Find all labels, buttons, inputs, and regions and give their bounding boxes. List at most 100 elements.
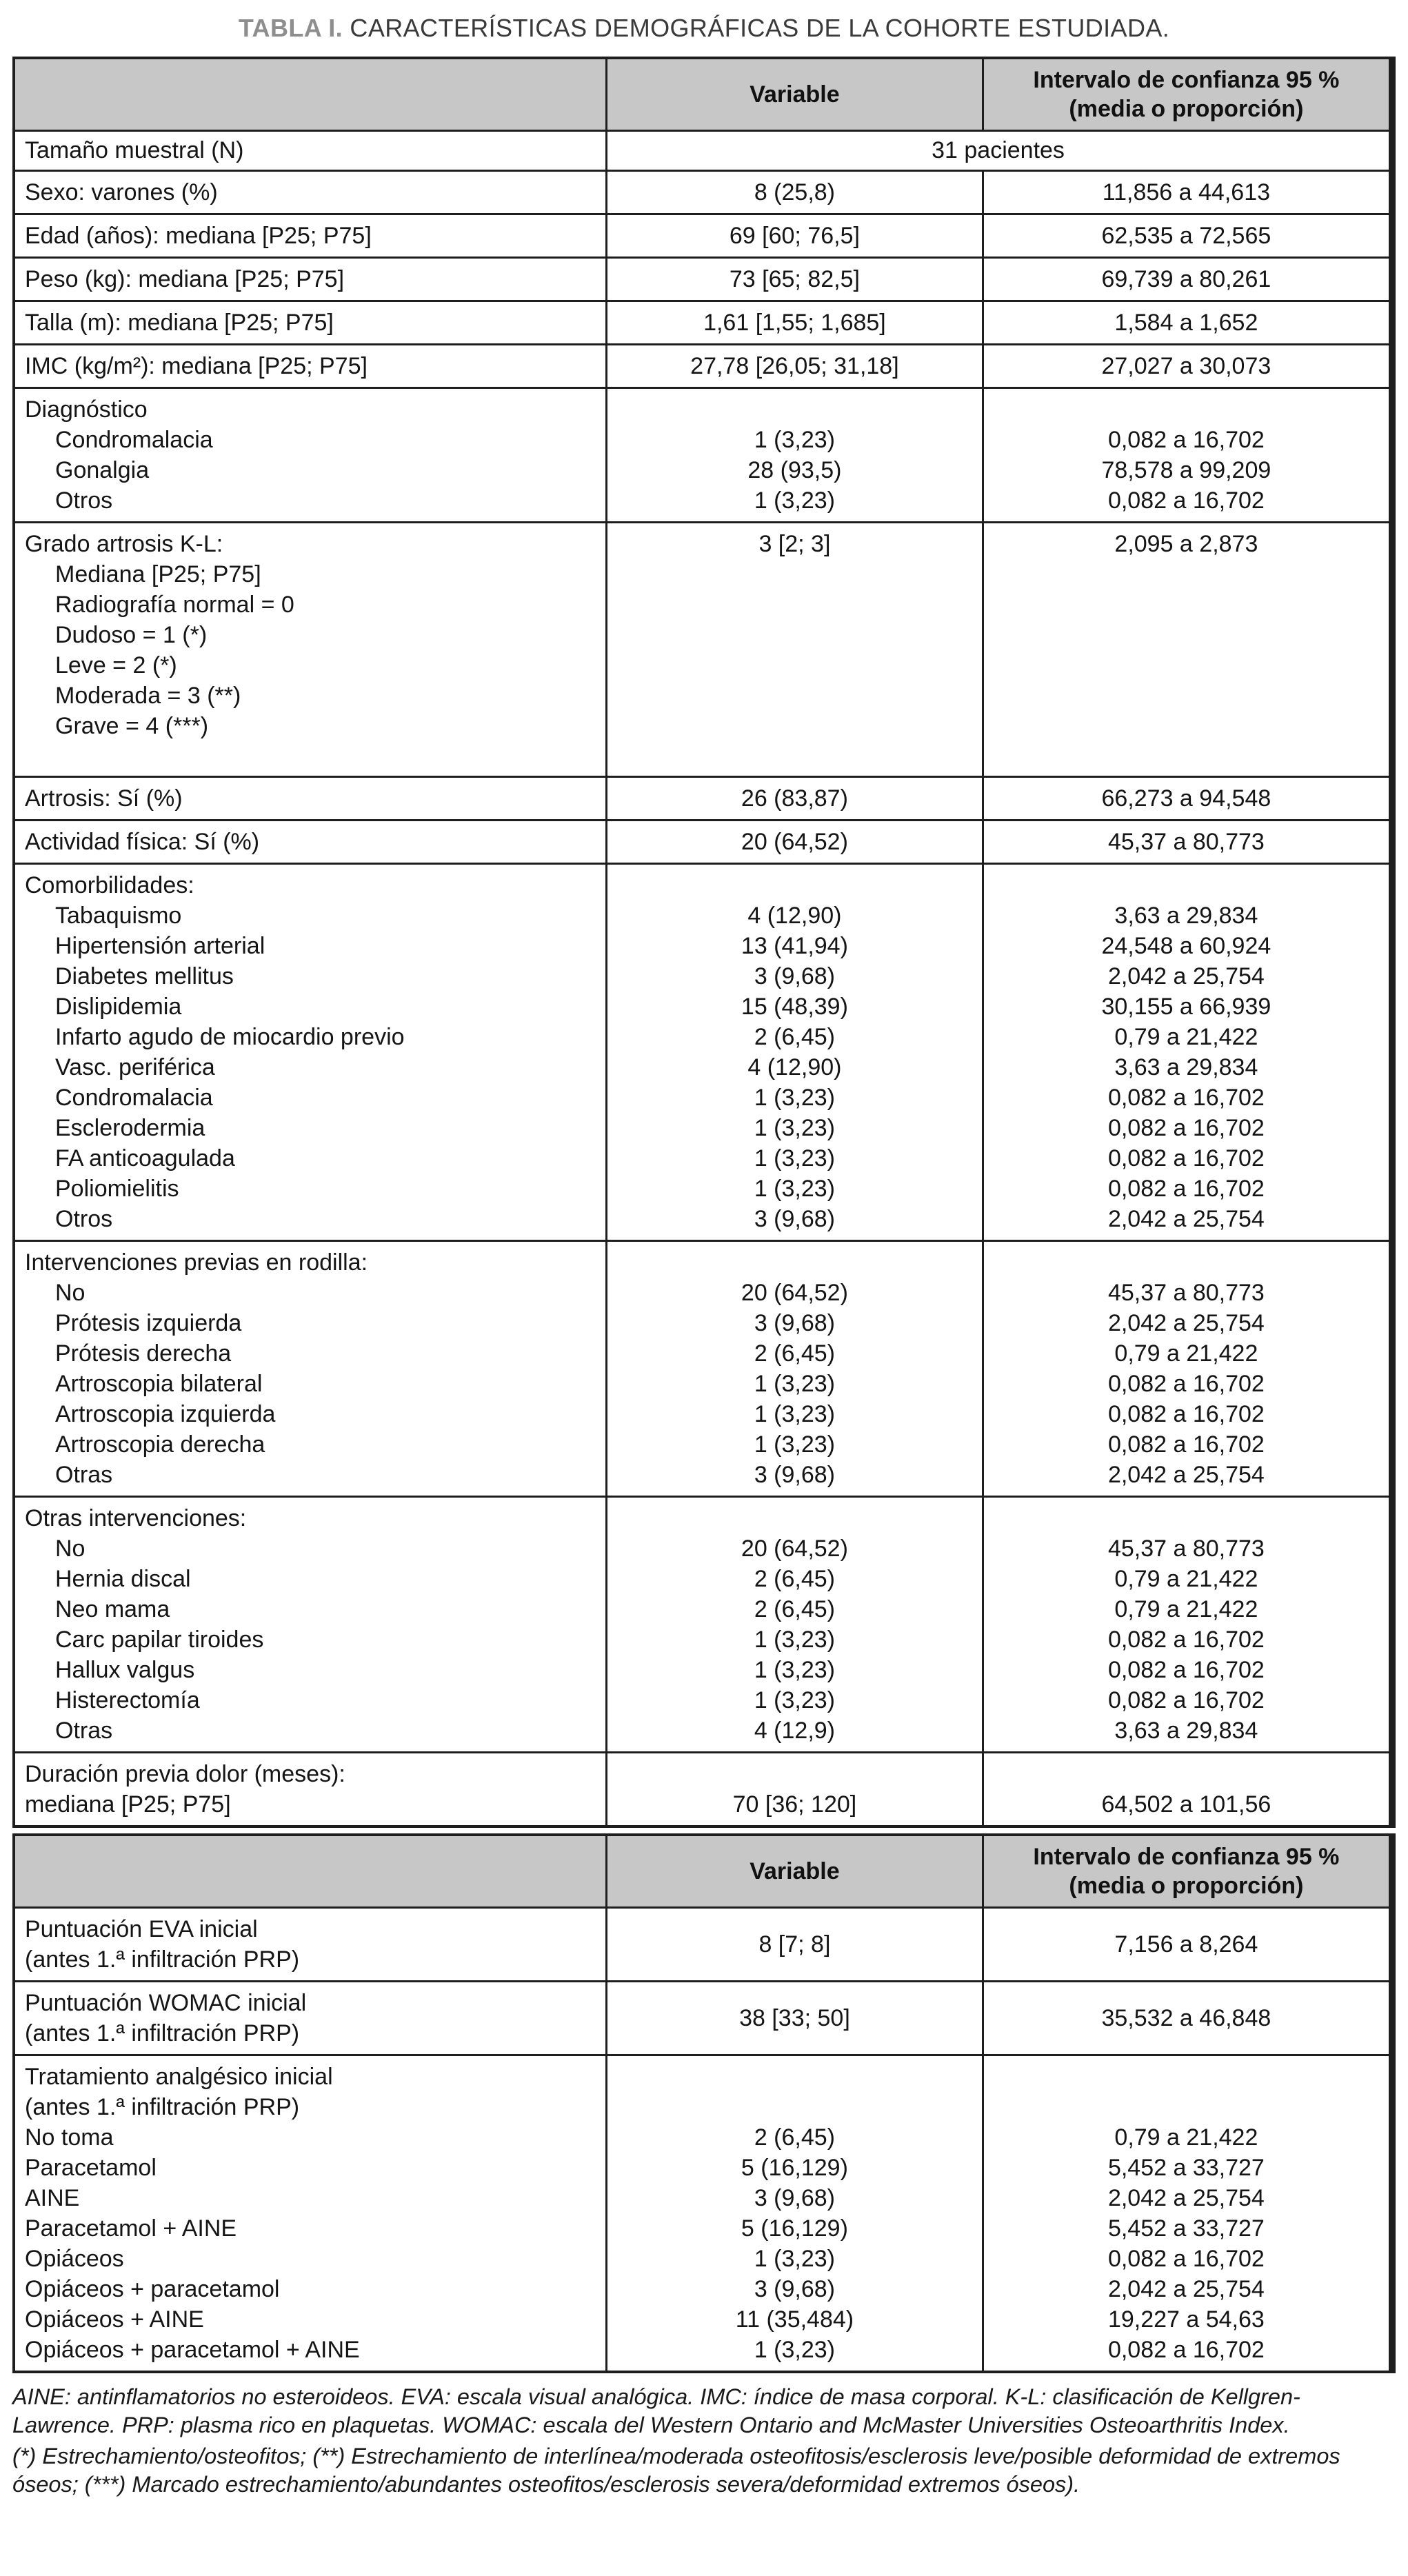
row-ci: 69,739 a 80,261 (981, 256, 1394, 302)
demographics-table-part-2: Variable Intervalo de confianza 95 % (me… (12, 1833, 1396, 2373)
row-value: 27,78 [26,05; 31,18] (605, 343, 984, 389)
table-row: Puntuación EVA inicial (antes 1.ª infiltr… (12, 1906, 1394, 1982)
cell-line: Puntuación EVA inicial (25, 1916, 258, 1942)
cell-line: Tabaquismo (55, 903, 182, 929)
cell-line: Otras (55, 1718, 113, 1744)
cell-line: Poliomielitis (55, 1176, 179, 1202)
cell-line: 5 (16,129) (741, 2215, 848, 2242)
cell-line (991, 1503, 1382, 1533)
row-value: 20 (64,52) (605, 819, 984, 865)
cell-line (614, 1503, 975, 1533)
cell-line: Esclerodermia (55, 1115, 205, 1141)
cell-line: Hipertensión arterial (55, 933, 265, 959)
cell-line: Artroscopia izquierda (55, 1401, 276, 1427)
cell-line: 1 (3,23) (754, 487, 836, 514)
cell-line: IMC (kg/m²): mediana [P25; P75] (25, 353, 368, 379)
header-ci-line2: (media o proporción) (1069, 1873, 1304, 1899)
cell-line: 15 (48,39) (741, 994, 848, 1020)
header-empty-cell (12, 1833, 608, 1909)
cell-line: 2 (6,45) (754, 1024, 836, 1050)
cell-line: Paracetamol (25, 2155, 157, 2181)
row-label: Puntuación EVA inicial (antes 1.ª infiltr… (12, 1906, 608, 1982)
demographics-table-part-1: Variable Intervalo de confianza 95 % (me… (12, 57, 1396, 1828)
cell-line: 3 (9,68) (754, 2276, 836, 2302)
cell-line: 2 (6,45) (754, 1596, 836, 1622)
table-body-1: Tamaño muestral (N) 31 pacientes Sexo: var… (12, 130, 1394, 1828)
row-value: 1,61 [1,55; 1,685] (605, 300, 984, 345)
table-row: Puntuación WOMAC inicial (antes 1.ª infil… (12, 1980, 1394, 2056)
cell-line: 0,082 a 16,702 (1107, 487, 1265, 514)
cell-line: 0,082 a 16,702 (1107, 1401, 1265, 1427)
table-row: Diagnóstico Condromalacia Gonalgia Otros 1 … (12, 387, 1394, 523)
cell-line: Moderada = 3 (**) (55, 683, 241, 709)
row-label: Intervenciones previas en rodilla: No Prót… (12, 1240, 608, 1498)
cell-line: 5 (16,129) (741, 2155, 848, 2181)
cell-line: (antes 1.ª infiltración PRP) (25, 1946, 300, 1973)
table-row: Talla (m): mediana [P25; P75] 1,61 [1,55;… (12, 300, 1394, 345)
table-header-2: Variable Intervalo de confianza 95 % (me… (12, 1833, 1394, 1909)
cell-line: 1 (3,23) (754, 1687, 836, 1713)
cell-line: 0,082 a 16,702 (1107, 427, 1265, 453)
cell-line: 0,082 a 16,702 (1107, 1371, 1265, 1397)
cell-line: Diagnóstico (25, 396, 148, 423)
header-variable-cell: Variable (605, 1833, 984, 1909)
cell-line: Artrosis: Sí (%) (25, 785, 183, 812)
header-ci-line2: (media o proporción) (1069, 96, 1304, 122)
cell-line: 1 (3,23) (754, 1145, 836, 1171)
cell-line (991, 870, 1382, 900)
cell-line (614, 2092, 975, 2122)
cell-line: 5,452 a 33,727 (1107, 2155, 1265, 2181)
cell-line: 35,532 a 46,848 (1101, 2005, 1271, 2031)
table-row: Comorbilidades: Tabaquismo Hipertensión ar… (12, 863, 1394, 1242)
cell-line: 0,082 a 16,702 (1107, 1657, 1265, 1683)
cell-line: 0,082 a 16,702 (1107, 1085, 1265, 1111)
row-label: Diagnóstico Condromalacia Gonalgia Otros (12, 387, 608, 523)
row-label: Puntuación WOMAC inicial (antes 1.ª infil… (12, 1980, 608, 2056)
cell-line: 64,502 a 101,56 (1101, 1791, 1271, 1818)
row-ci: 7,156 a 8,264 (981, 1906, 1394, 1982)
header-ci-cell: Intervalo de confianza 95 % (media o pro… (981, 57, 1394, 132)
row-value: 69 [60; 76,5] (605, 213, 984, 259)
row-value: 73 [65; 82,5] (605, 256, 984, 302)
cell-line: Otras intervenciones: (25, 1505, 247, 1531)
cell-line: 8 (25,8) (754, 179, 836, 205)
cell-line: 3,63 a 29,834 (1114, 903, 1258, 929)
cell-line: Dislipidemia (55, 994, 182, 1020)
cell-line: Opiáceos + AINE (25, 2306, 204, 2333)
cell-line: Dudoso = 1 (*) (55, 622, 208, 648)
cell-line: 3 (9,68) (754, 2185, 836, 2211)
cell-line: 0,79 a 21,422 (1114, 1340, 1258, 1367)
cell-line: 62,535 a 72,565 (1101, 223, 1271, 249)
cell-line: Actividad física: Sí (%) (25, 829, 260, 855)
cell-line: 2,042 a 25,754 (1107, 1206, 1265, 1232)
row-ci: 1,584 a 1,652 (981, 300, 1394, 345)
cell-line: 19,227 a 54,63 (1107, 2306, 1265, 2333)
row-label: Artrosis: Sí (%) (12, 776, 608, 821)
row-ci: 0,082 a 16,702 78,578 a 99,209 0,082 a 16,… (981, 387, 1394, 523)
cell-line: 2,042 a 25,754 (1107, 963, 1265, 989)
cell-line: 0,79 a 21,422 (1114, 1596, 1258, 1622)
cell-line: 8 [7; 8] (758, 1931, 831, 1958)
cell-line: 45,37 a 80,773 (1107, 1536, 1265, 1562)
cell-line (614, 870, 975, 900)
row-ci: 2,095 a 2,873 (981, 521, 1394, 778)
cell-line (991, 2092, 1382, 2122)
row-ci: 62,535 a 72,565 (981, 213, 1394, 259)
row-label: Edad (años): mediana [P25; P75] (12, 213, 608, 259)
cell-line: 0,082 a 16,702 (1107, 2246, 1265, 2272)
cell-line: Diabetes mellitus (55, 963, 234, 989)
row-label: Tratamiento analgésico inicial (antes 1.ª… (12, 2054, 608, 2373)
cell-line: Radiografía normal = 0 (55, 592, 294, 618)
cell-line: Peso (kg): mediana [P25; P75] (25, 266, 345, 292)
cell-line: Hallux valgus (55, 1657, 195, 1683)
cell-line: 30,155 a 66,939 (1101, 994, 1271, 1020)
row-value: 70 [36; 120] (605, 1751, 984, 1828)
cell-line (614, 394, 975, 425)
cell-line: Opiáceos + paracetamol (25, 2276, 280, 2302)
table-row: Tamaño muestral (N) 31 pacientes (12, 130, 1394, 172)
header-row: Variable Intervalo de confianza 95 % (me… (12, 1833, 1394, 1909)
table-row: Sexo: varones (%) 8 (25,8) 11,856 a 44,613 (12, 170, 1394, 215)
cell-line: 2 (6,45) (754, 2124, 836, 2151)
cell-line: 1 (3,23) (754, 2337, 836, 2363)
cell-line: 69 [60; 76,5] (729, 223, 860, 249)
